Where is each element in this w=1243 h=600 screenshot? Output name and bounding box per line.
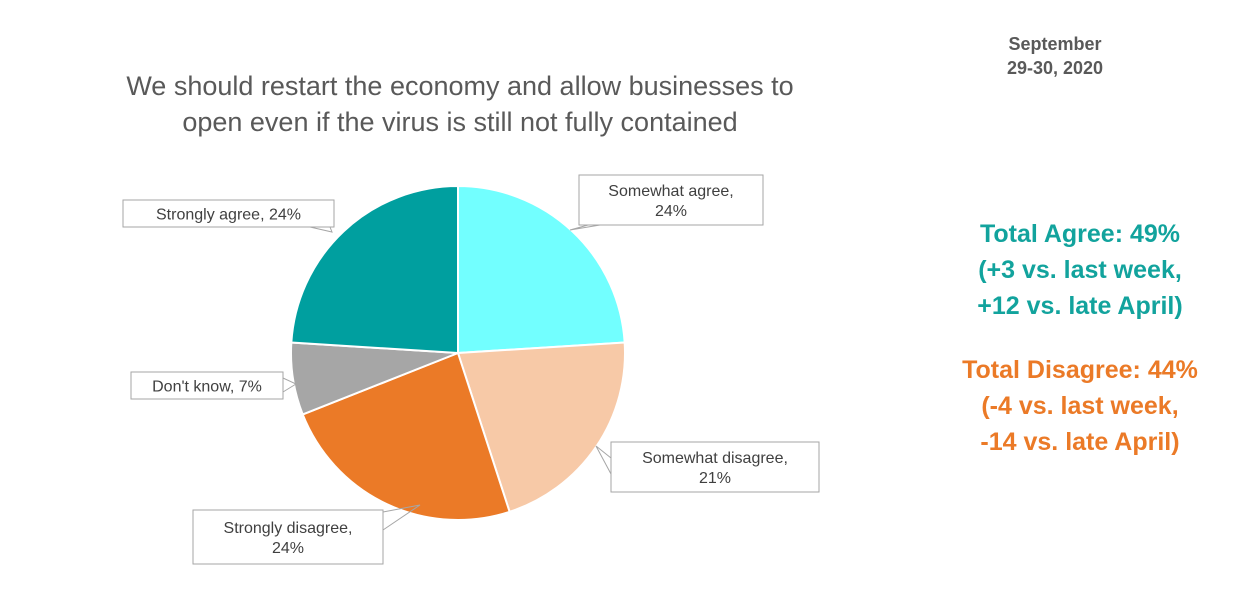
pie-slice-somewhat-agree bbox=[457, 184, 626, 355]
survey-date-line1: September bbox=[1008, 34, 1102, 54]
total-agree-vs-late-april: +12 vs. late April) bbox=[977, 292, 1183, 320]
chart-title-line2: open even if the virus is still not full… bbox=[182, 107, 738, 137]
callout-somewhat-disagree: Somewhat disagree, 21% bbox=[595, 441, 820, 493]
total-disagree-summary: Total Disagree: 44% (-4 vs. last week, -… bbox=[870, 352, 1243, 460]
slice-label: Somewhat agree, bbox=[608, 183, 733, 200]
survey-date-line2: 29-30, 2020 bbox=[1006, 58, 1104, 78]
slice-label: 24% bbox=[272, 540, 304, 557]
chart-title-line1: We should restart the economy and allow … bbox=[126, 71, 794, 101]
callout-box bbox=[192, 509, 384, 565]
callout-dont-know: Don't know, 7% bbox=[130, 371, 298, 400]
callout-somewhat-agree: Somewhat agree, 24% bbox=[569, 174, 764, 231]
callout-strongly-agree: Strongly agree, 24% bbox=[122, 199, 335, 233]
chart-title: We should restart the economy and allow … bbox=[40, 68, 880, 140]
total-agree-headline: Total Agree: 49% bbox=[979, 220, 1181, 248]
pie-slice-strongly-agree bbox=[290, 184, 459, 355]
callout-box bbox=[610, 441, 820, 493]
callout-leader bbox=[282, 377, 298, 393]
callout-leader bbox=[569, 224, 601, 231]
slice-label: Don't know, 7% bbox=[152, 379, 262, 396]
callout-leader bbox=[309, 226, 333, 233]
total-agree-vs-last-week: (+3 vs. last week, bbox=[978, 256, 1182, 284]
slice-label: Strongly agree, 24% bbox=[156, 207, 301, 224]
summary-panel: Total Agree: 49% (+3 vs. last week, +12 … bbox=[870, 216, 1243, 488]
total-disagree-vs-late-april: -14 vs. late April) bbox=[980, 428, 1180, 456]
slice-label: Strongly disagree, bbox=[224, 520, 353, 537]
callout-strongly-disagree: Strongly disagree, 24% bbox=[192, 504, 421, 565]
total-disagree-vs-last-week: (-4 vs. last week, bbox=[981, 392, 1179, 420]
callout-box bbox=[130, 371, 284, 400]
slice-label: Somewhat disagree, bbox=[642, 450, 788, 467]
survey-date: September 29-30, 2020 bbox=[950, 32, 1160, 80]
total-disagree-headline: Total Disagree: 44% bbox=[962, 356, 1198, 384]
callout-leader bbox=[595, 445, 612, 475]
callout-box bbox=[578, 174, 764, 226]
total-agree-summary: Total Agree: 49% (+3 vs. last week, +12 … bbox=[870, 216, 1243, 324]
callout-box bbox=[122, 199, 335, 228]
slice-label: 21% bbox=[699, 470, 731, 487]
callout-leader bbox=[382, 504, 421, 531]
slice-label: 24% bbox=[655, 203, 687, 220]
